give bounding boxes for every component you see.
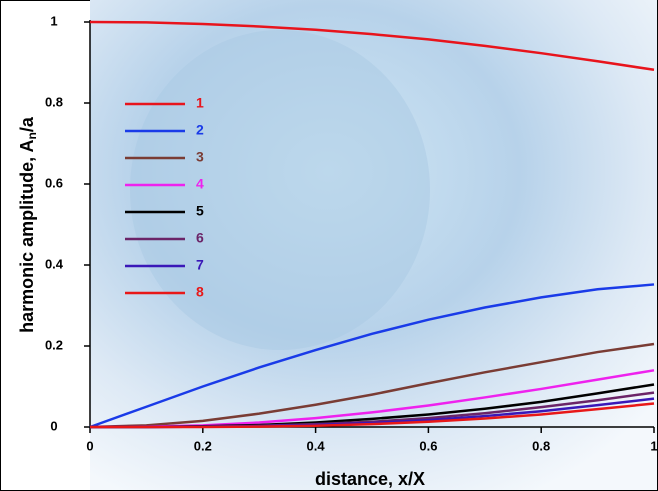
series-line [89, 342, 655, 429]
x-tick-label: 0.4 [307, 438, 326, 453]
legend-label: 6 [196, 230, 204, 246]
y-tick-label: 0.4 [45, 256, 64, 271]
x-tick-label: 1 [650, 438, 657, 453]
y-tick-label: 0.8 [45, 94, 63, 109]
legend-label: 1 [196, 95, 204, 111]
series-line [89, 283, 655, 429]
x-tick-label: 0.6 [419, 438, 437, 453]
y-tick-label: 0 [50, 418, 57, 433]
y-tick-label: 0.6 [45, 175, 63, 190]
wave-shape [130, 30, 430, 350]
legend-label: 3 [196, 149, 204, 165]
series-line [89, 20, 655, 72]
legend-label: 4 [196, 176, 204, 192]
legend-label: 5 [196, 203, 204, 219]
series-line [90, 402, 655, 429]
legend-label: 7 [196, 257, 204, 273]
x-axis-label: distance, x/X [315, 469, 425, 489]
y-axis-label: harmonic amplitude, An/a [17, 116, 39, 333]
x-tick-label: 0 [86, 438, 93, 453]
y-label-sub: n [25, 132, 39, 139]
legend-label: 8 [196, 284, 204, 300]
y-label-main: harmonic amplitude, A [17, 139, 37, 332]
x-tick-label: 0.2 [194, 438, 212, 453]
y-label-end: /a [17, 116, 37, 132]
y-tick-label: 0.2 [45, 337, 63, 352]
legend-label: 2 [196, 122, 204, 138]
x-tick-label: 0.8 [532, 438, 550, 453]
y-tick-label: 1 [50, 13, 57, 28]
